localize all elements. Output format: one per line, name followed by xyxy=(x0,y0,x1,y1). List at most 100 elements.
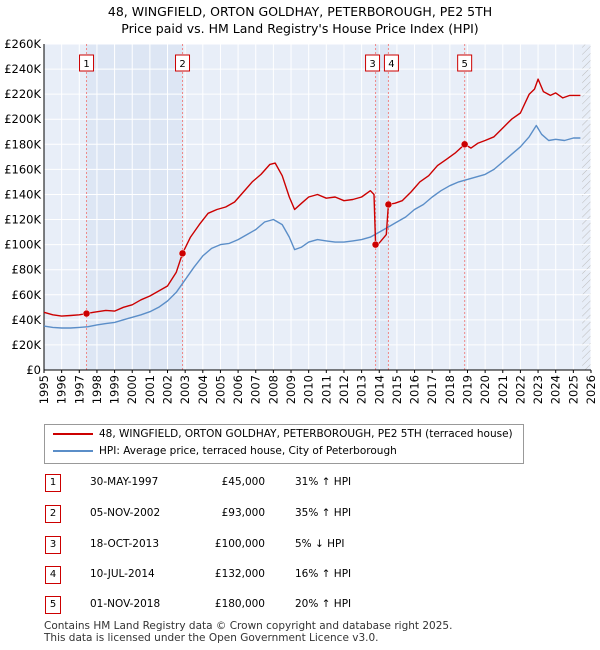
y-tick-label: £40K xyxy=(12,313,42,327)
sale-date: 18-OCT-2013 xyxy=(90,538,159,550)
sale-price: £45,000 xyxy=(221,476,265,488)
legend-swatch-hpi xyxy=(53,450,93,452)
chart-legend: 48, WINGFIELD, ORTON GOLDHAY, PETERBOROU… xyxy=(44,424,524,464)
x-tick-label: 2003 xyxy=(178,375,192,404)
x-tick-label: 2019 xyxy=(460,375,474,404)
sale-label-box xyxy=(457,54,473,72)
x-tick-label: 2007 xyxy=(249,375,263,404)
x-tick-label: 2009 xyxy=(284,375,298,404)
future-hatch xyxy=(582,44,591,370)
sale-date: 01-NOV-2018 xyxy=(90,598,161,610)
sale-period-band xyxy=(86,44,183,370)
sale-point xyxy=(82,309,91,318)
y-tick-label: £80K xyxy=(12,263,42,277)
footer-licence: This data is licensed under the Open Gov… xyxy=(44,632,379,644)
sale-point xyxy=(460,140,469,149)
sale-hpi-change: 16% ↑ HPI xyxy=(295,568,352,580)
sale-row: 1 30-MAY-1997 £45,000 31% ↑ HPI xyxy=(0,474,600,494)
x-tick-label: 2026 xyxy=(584,375,598,404)
y-tick-label: £240K xyxy=(4,62,41,76)
sale-label-number: 2 xyxy=(179,59,185,70)
sale-label-box xyxy=(383,54,399,72)
x-tick-label: 2016 xyxy=(408,375,422,404)
sale-price: £93,000 xyxy=(221,507,265,519)
x-tick-label: 2011 xyxy=(319,375,333,404)
sale-number-badge: 4 xyxy=(45,566,61,584)
sale-label-box xyxy=(175,54,191,72)
sale-row: 4 10-JUL-2014 £132,000 16% ↑ HPI xyxy=(0,566,600,586)
x-tick-label: 2008 xyxy=(266,375,280,404)
legend-swatch-price xyxy=(53,433,93,435)
sale-number-badge: 1 xyxy=(45,474,61,492)
x-tick-label: 2023 xyxy=(531,375,545,404)
x-tick-label: 2020 xyxy=(478,375,492,404)
series-line-hpi xyxy=(43,124,581,329)
sale-label-number: 3 xyxy=(369,59,375,70)
y-tick-label: £200K xyxy=(4,112,41,126)
sale-price: £180,000 xyxy=(214,598,265,610)
x-tick-label: 2015 xyxy=(390,375,404,404)
sale-hpi-change: 31% ↑ HPI xyxy=(295,476,352,488)
y-tick-label: £60K xyxy=(12,288,42,302)
legend-label-price: 48, WINGFIELD, ORTON GOLDHAY, PETERBOROU… xyxy=(99,428,513,440)
sale-label-box xyxy=(365,54,381,72)
sale-number-badge: 2 xyxy=(45,505,61,523)
x-tick-label: 2022 xyxy=(513,375,527,404)
y-tick-label: £160K xyxy=(4,162,41,176)
sale-hpi-change: 20% ↑ HPI xyxy=(295,598,352,610)
sale-row: 3 18-OCT-2013 £100,000 5% ↓ HPI xyxy=(0,536,600,556)
x-tick-label: 2014 xyxy=(372,375,386,404)
x-tick-label: 1997 xyxy=(72,375,86,404)
sale-row: 2 05-NOV-2002 £93,000 35% ↑ HPI xyxy=(0,505,600,525)
sale-label-box xyxy=(79,54,95,72)
x-tick-label: 1996 xyxy=(55,375,69,404)
y-tick-label: £20K xyxy=(12,338,42,352)
x-tick-label: 2018 xyxy=(443,375,457,404)
x-tick-label: 1995 xyxy=(37,375,51,404)
sale-hpi-change: 5% ↓ HPI xyxy=(295,538,345,550)
sale-price: £100,000 xyxy=(214,538,265,550)
sale-label-number: 1 xyxy=(83,59,89,70)
x-tick-label: 2010 xyxy=(302,375,316,404)
footer-copyright: Contains HM Land Registry data © Crown c… xyxy=(44,620,453,632)
x-tick-label: 2021 xyxy=(496,375,510,404)
y-tick-label: £120K xyxy=(4,213,41,227)
legend-item-hpi: HPI: Average price, terraced house, City… xyxy=(53,445,397,461)
series-line-price xyxy=(43,78,581,317)
sale-price: £132,000 xyxy=(214,568,265,580)
sale-date: 30-MAY-1997 xyxy=(90,476,159,488)
legend-item-price: 48, WINGFIELD, ORTON GOLDHAY, PETERBOROU… xyxy=(53,428,513,444)
chart-title-line1: 48, WINGFIELD, ORTON GOLDHAY, PETERBOROU… xyxy=(107,4,493,19)
sale-label-number: 5 xyxy=(461,59,467,70)
y-tick-label: £220K xyxy=(4,87,41,101)
x-tick-label: 2012 xyxy=(337,375,351,404)
sale-number-badge: 5 xyxy=(45,596,61,614)
y-tick-label: £0 xyxy=(26,363,41,377)
sale-row: 5 01-NOV-2018 £180,000 20% ↑ HPI xyxy=(0,596,600,616)
y-tick-label: £140K xyxy=(4,187,41,201)
y-tick-label: £180K xyxy=(4,137,41,151)
x-tick-label: 2004 xyxy=(196,375,210,404)
x-tick-label: 2024 xyxy=(549,375,563,404)
x-tick-label: 2005 xyxy=(213,375,227,404)
sale-number-badge: 3 xyxy=(45,536,61,554)
sale-point xyxy=(371,240,380,249)
legend-label-hpi: HPI: Average price, terraced house, City… xyxy=(99,445,397,457)
chart-title-line2: Price paid vs. HM Land Registry's House … xyxy=(121,21,479,36)
x-tick-label: 1998 xyxy=(90,375,104,404)
y-tick-label: £260K xyxy=(4,37,41,51)
y-tick-label: £100K xyxy=(4,238,41,252)
sale-point xyxy=(384,200,393,209)
sale-date: 10-JUL-2014 xyxy=(90,568,155,580)
x-tick-label: 1999 xyxy=(108,375,122,404)
x-tick-label: 2013 xyxy=(355,375,369,404)
x-tick-label: 2006 xyxy=(231,375,245,404)
x-tick-label: 2025 xyxy=(566,375,580,404)
price-chart: £0 £20K £40K £60K £80K £100K £120K £140K £160K £1… xyxy=(4,37,598,404)
sale-date: 05-NOV-2002 xyxy=(90,507,161,519)
x-tick-label: 2002 xyxy=(161,375,175,404)
sale-label-number: 4 xyxy=(388,59,394,70)
x-tick-label: 2017 xyxy=(425,375,439,404)
x-tick-label: 2001 xyxy=(143,375,157,404)
sale-hpi-change: 35% ↑ HPI xyxy=(295,507,352,519)
